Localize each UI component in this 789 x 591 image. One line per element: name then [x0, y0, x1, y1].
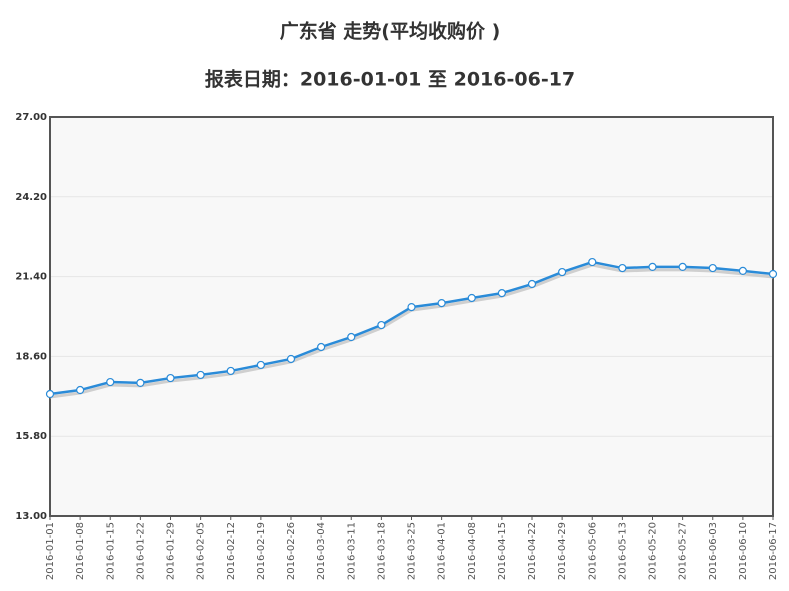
- x-tick-label: 2016-03-11: [346, 522, 357, 580]
- point: [618, 263, 627, 273]
- x-tick-label: 2016-04-01: [437, 522, 448, 580]
- point: [226, 366, 235, 376]
- x-tick-label: 2016-03-04: [316, 522, 327, 580]
- y-tick-label: 15.80: [15, 431, 47, 442]
- point: [407, 302, 416, 312]
- x-tick-label: 2016-06-17: [768, 522, 779, 580]
- point: [347, 332, 356, 342]
- x-tick-label: 2016-04-22: [527, 522, 538, 580]
- y-tick-label: 21.40: [15, 272, 47, 283]
- x-tick-label: 2016-01-15: [105, 522, 116, 580]
- point: [437, 299, 446, 308]
- x-tick-label: 2016-04-29: [557, 522, 568, 580]
- x-tick-label: 2016-01-29: [166, 522, 177, 580]
- x-tick-label: 2016-02-26: [286, 522, 297, 580]
- y-tick-label: 24.20: [15, 192, 47, 203]
- point: [377, 320, 386, 330]
- point: [317, 342, 326, 352]
- y-tick-label: 27.00: [15, 112, 47, 123]
- x-tick-label: 2016-01-01: [45, 522, 56, 580]
- x-tick-label: 2016-04-15: [497, 522, 508, 580]
- point: [136, 378, 145, 388]
- point: [497, 289, 506, 298]
- point: [708, 263, 717, 273]
- x-tick-label: 2016-05-20: [648, 522, 659, 580]
- point: [527, 279, 537, 289]
- x-tick-label: 2016-06-10: [738, 522, 749, 580]
- point: [45, 389, 55, 399]
- x-tick-label: 2016-05-06: [587, 522, 598, 580]
- point: [467, 293, 476, 303]
- x-tick-label: 2016-05-13: [617, 522, 628, 580]
- point: [256, 360, 265, 370]
- point: [196, 370, 205, 380]
- point: [648, 262, 657, 272]
- plot-area: [50, 117, 773, 516]
- x-tick-label: 2016-02-05: [196, 522, 207, 580]
- x-tick-label: 2016-01-22: [135, 522, 146, 580]
- y-tick-label: 13.00: [15, 511, 47, 522]
- y-tick-label: 18.60: [15, 351, 47, 362]
- point: [558, 267, 567, 277]
- chart-title: 广东省 走势(平均收购价 ): [280, 20, 501, 43]
- point: [106, 377, 115, 387]
- point: [286, 354, 296, 364]
- x-tick-label: 2016-02-19: [256, 522, 267, 580]
- x-tick-label: 2016-03-18: [376, 522, 387, 580]
- x-tick-label: 2016-04-08: [467, 522, 478, 580]
- point: [738, 266, 747, 275]
- x-tick-label: 2016-02-12: [226, 522, 237, 580]
- chart-subtitle: 报表日期：2016-01-01 至 2016-06-17: [205, 68, 575, 91]
- point: [166, 373, 175, 383]
- x-tick-label: 2016-01-08: [75, 522, 86, 580]
- plot-frame: [49, 116, 774, 517]
- point: [678, 262, 687, 272]
- x-tick-label: 2016-06-03: [708, 522, 719, 580]
- point: [588, 257, 597, 267]
- x-tick-label: 2016-05-27: [678, 522, 689, 580]
- point: [76, 385, 85, 395]
- point: [768, 269, 778, 279]
- x-tick-label: 2016-03-25: [407, 522, 418, 580]
